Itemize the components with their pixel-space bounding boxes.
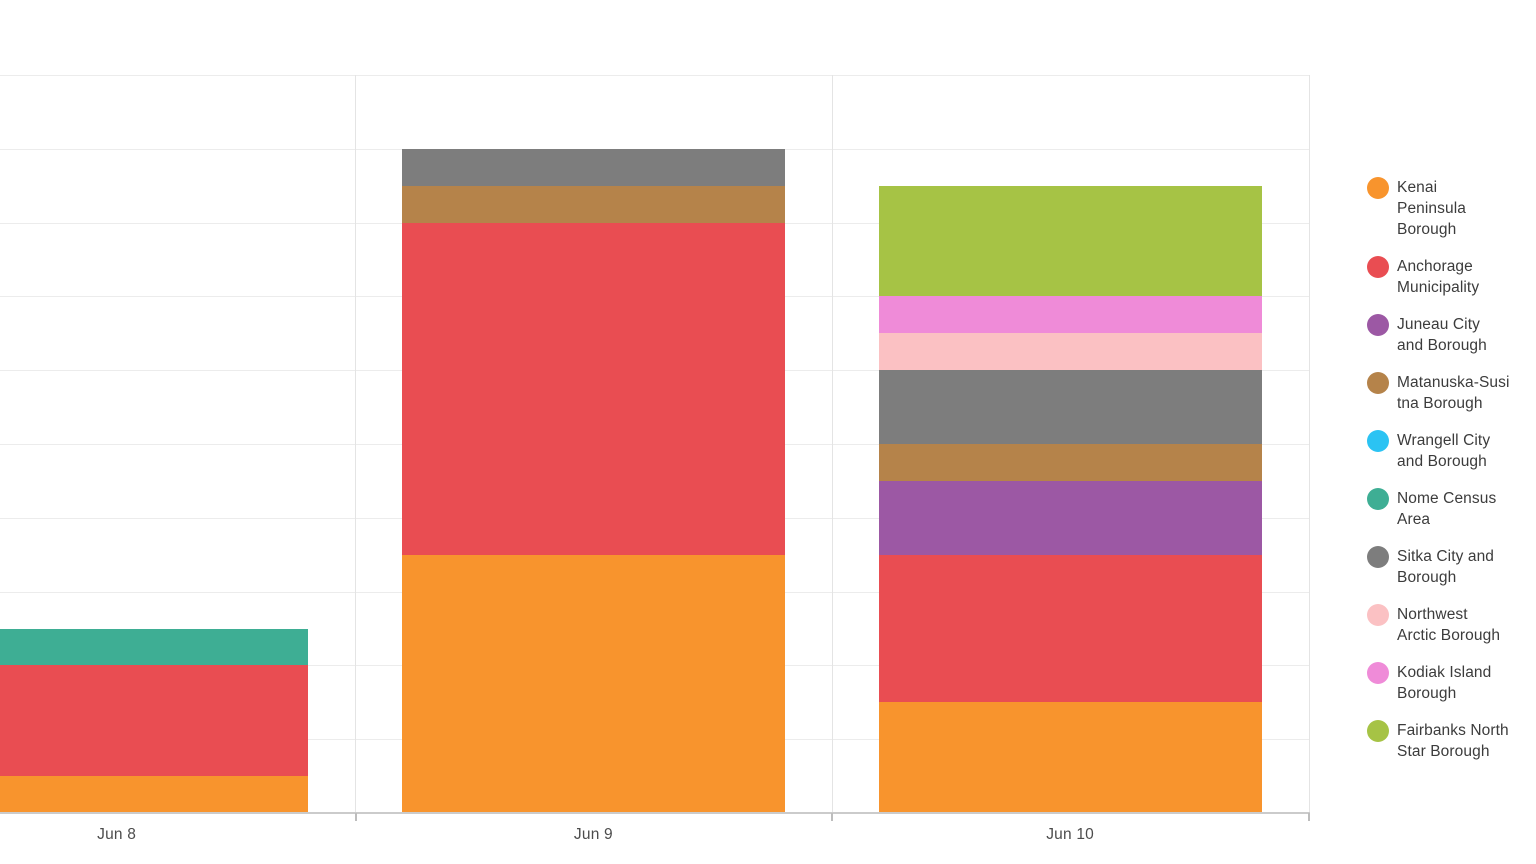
x-axis-line <box>0 811 1310 814</box>
x-gridline <box>355 75 356 813</box>
legend-label-line: Anchorage <box>1397 258 1473 275</box>
legend-color-dot-icon <box>1367 604 1389 626</box>
legend-color-dot-icon <box>1367 372 1389 394</box>
legend-color-dot-icon <box>1367 488 1389 510</box>
x-gridline <box>831 75 833 813</box>
legend-item[interactable]: Matanuska-Susi tna Borough <box>1367 372 1535 414</box>
legend-item[interactable]: Fairbanks North Star Borough <box>1367 720 1535 762</box>
legend-label-line: Star Borough <box>1397 743 1490 760</box>
legend-label: Nome Census Area <box>1397 488 1496 530</box>
legend-item[interactable]: Anchorage Municipality <box>1367 256 1535 298</box>
y-gridline <box>0 75 1309 76</box>
legend-item[interactable]: Juneau City and Borough <box>1367 314 1535 356</box>
x-axis-label: Jun 10 <box>1046 826 1094 843</box>
legend-item[interactable]: Sitka City and Borough <box>1367 546 1535 588</box>
legend-label: Sitka City and Borough <box>1397 546 1494 588</box>
legend-label-line: Sitka City and <box>1397 548 1495 565</box>
legend-item[interactable]: Northwest Arctic Borough <box>1367 604 1535 646</box>
legend-label-line: Kenai <box>1397 179 1438 196</box>
legend-color-dot-icon <box>1367 177 1389 199</box>
legend-label-line: Borough <box>1397 685 1457 702</box>
legend-label: Kenai Peninsula Borough <box>1397 177 1466 240</box>
legend-item[interactable]: Wrangell City and Borough <box>1367 430 1535 472</box>
legend-color-dot-icon <box>1367 314 1389 336</box>
legend-item[interactable]: Nome Census Area <box>1367 488 1535 530</box>
legend-label-line: and Borough <box>1397 337 1487 354</box>
bar-segment[interactable] <box>401 185 785 223</box>
bar-segment[interactable] <box>401 554 785 813</box>
legend-label: Fairbanks North Star Borough <box>1397 720 1509 762</box>
legend: Kenai Peninsula Borough Anchorage Municipali… <box>1367 177 1535 778</box>
bar-segment[interactable] <box>0 665 309 777</box>
legend-label-line: Northwest <box>1397 606 1468 623</box>
bar-segment[interactable] <box>401 148 785 186</box>
legend-label-line: Fairbanks North <box>1397 722 1509 739</box>
x-axis-tick <box>1308 813 1310 821</box>
legend-label: Northwest Arctic Borough <box>1397 604 1500 646</box>
legend-label-line: Borough <box>1397 221 1457 238</box>
legend-label: Anchorage Municipality <box>1397 256 1479 298</box>
legend-label-line: Kodiak Island <box>1397 664 1492 681</box>
legend-item[interactable]: Kodiak Island Borough <box>1367 662 1535 704</box>
legend-label-line: Borough <box>1397 569 1457 586</box>
legend-label-line: and Borough <box>1397 453 1487 470</box>
bar-segment[interactable] <box>878 185 1262 297</box>
legend-label-line: Matanuska-Susi <box>1397 374 1510 391</box>
legend-label: Kodiak Island Borough <box>1397 662 1491 704</box>
bar-segment[interactable] <box>878 296 1262 334</box>
legend-label-line: Municipality <box>1397 279 1480 296</box>
bar-segment[interactable] <box>0 628 309 666</box>
legend-color-dot-icon <box>1367 256 1389 278</box>
bar-segment[interactable] <box>878 370 1262 444</box>
legend-color-dot-icon <box>1367 546 1389 568</box>
legend-label-line: Nome Census <box>1397 490 1497 507</box>
bar-segment[interactable] <box>878 702 1262 813</box>
x-axis-label: Jun 8 <box>97 826 137 843</box>
legend-label-line: Wrangell City <box>1397 432 1491 449</box>
legend-color-dot-icon <box>1367 430 1389 452</box>
legend-label: Wrangell City and Borough <box>1397 430 1490 472</box>
legend-label-line: Peninsula <box>1397 200 1466 217</box>
bar-segment[interactable] <box>878 554 1262 703</box>
legend-label: Juneau City and Borough <box>1397 314 1487 356</box>
bar-segment[interactable] <box>401 222 785 555</box>
x-axis-label: Jun 9 <box>573 826 613 843</box>
bar-segment[interactable] <box>878 444 1262 481</box>
legend-label-line: Arctic Borough <box>1397 627 1501 644</box>
legend-color-dot-icon <box>1367 720 1389 742</box>
x-gridline <box>1308 75 1310 813</box>
x-axis-tick <box>354 813 357 821</box>
legend-label-line: Area <box>1397 511 1431 528</box>
x-axis-tick <box>831 813 834 821</box>
bar-segment[interactable] <box>878 333 1262 371</box>
legend-label: Matanuska-Susi tna Borough <box>1397 372 1510 414</box>
legend-color-dot-icon <box>1367 662 1389 684</box>
legend-label-line: Juneau City <box>1397 316 1480 333</box>
legend-item[interactable]: Kenai Peninsula Borough <box>1367 177 1535 240</box>
bar-segment[interactable] <box>0 776 309 813</box>
bar-segment[interactable] <box>878 480 1262 555</box>
legend-label-line: tna Borough <box>1397 395 1483 412</box>
